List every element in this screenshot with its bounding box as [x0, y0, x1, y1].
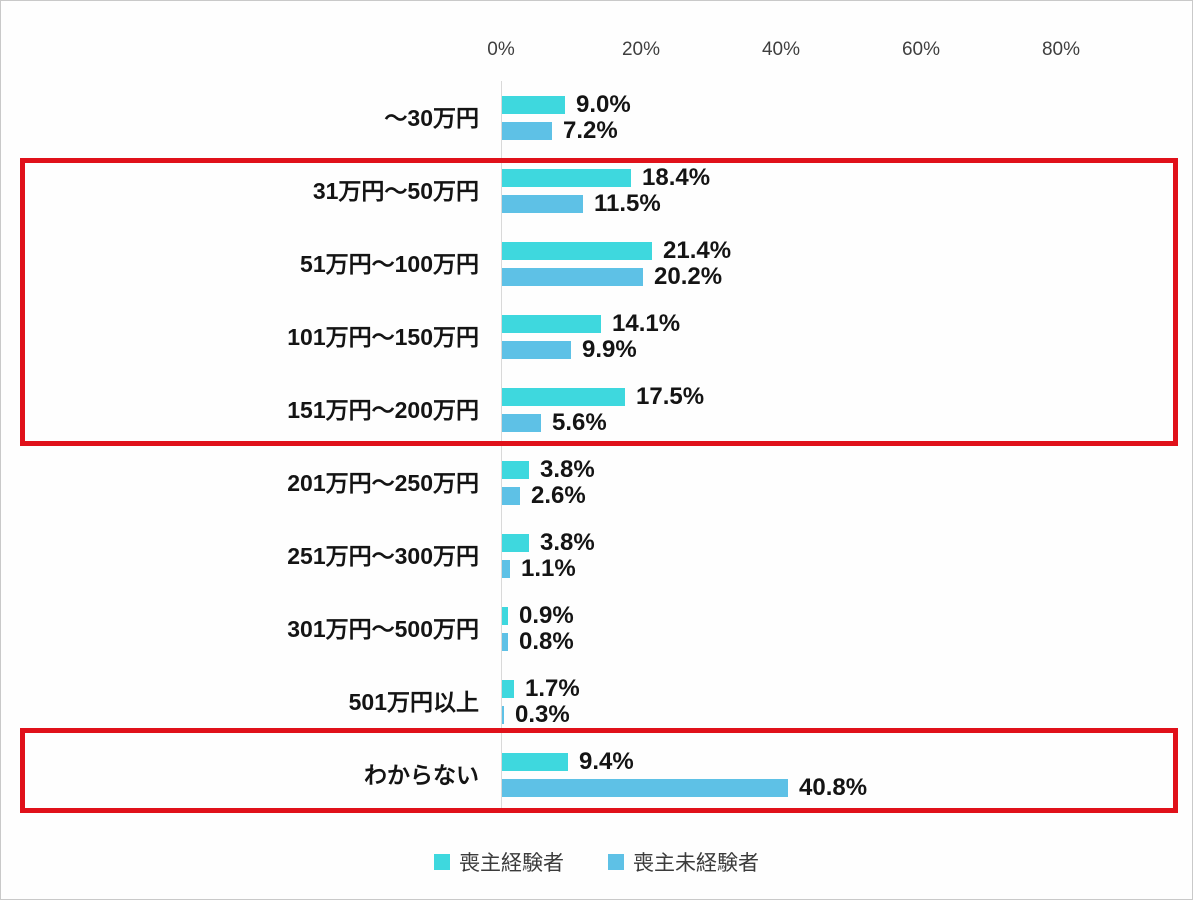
bar-series-0 [502, 753, 568, 771]
value-label: 40.8% [799, 774, 868, 801]
chart-row: 201万円～250万円 3.8% 2.6% [1, 447, 1192, 520]
chart-row: 501万円以上 1.7% 0.3% [1, 666, 1192, 739]
category-label: 51万円～100万円 [300, 251, 479, 277]
value-label: 21.4% [663, 237, 732, 264]
legend-series-label: 喪主未経験者 [633, 852, 759, 875]
bar-series-1 [502, 268, 643, 286]
value-label: 14.1% [612, 310, 681, 337]
x-axis-tick-label: 40% [761, 39, 801, 60]
value-label: 3.8% [540, 456, 595, 483]
value-label: 9.9% [582, 336, 637, 363]
x-axis-tick-label: 60% [901, 39, 941, 60]
bar-series-1 [502, 779, 788, 797]
value-label: 3.8% [540, 529, 595, 556]
bar-series-0 [502, 96, 565, 114]
x-axis-tick-label: 20% [621, 39, 661, 60]
bar-series-0 [502, 461, 529, 479]
legend-color-swatch [434, 854, 450, 870]
chart-row: 51万円～100万円 21.4% 20.2% [1, 228, 1192, 301]
legend: 喪主経験者 喪主未経験者 [1, 844, 1192, 880]
value-label: 2.6% [531, 482, 586, 509]
chart-row: わからない 9.4% 40.8% [1, 739, 1192, 812]
category-label: 31万円～50万円 [312, 178, 479, 204]
value-label: 9.4% [579, 748, 634, 775]
legend-color-swatch [608, 854, 624, 870]
value-label: 0.9% [519, 602, 574, 629]
bar-series-1 [502, 706, 504, 724]
value-label: 0.8% [519, 628, 574, 655]
chart-row: ～30万円 9.0% 7.2% [1, 82, 1192, 155]
legend-item: 喪主未経験者 [608, 847, 759, 877]
value-label: 11.5% [594, 190, 661, 217]
chart-row: 301万円～500万円 0.9% 0.8% [1, 593, 1192, 666]
bar-series-0 [502, 607, 508, 625]
value-label: 18.4% [642, 164, 711, 191]
chart-row: 251万円～300万円 3.8% 1.1% [1, 520, 1192, 593]
highlight-box [20, 158, 1178, 446]
category-label: 501万円以上 [348, 689, 479, 715]
category-label: 151万円～200万円 [287, 397, 479, 423]
bar-series-0 [502, 388, 625, 406]
bar-series-1 [502, 487, 520, 505]
category-label: 301万円～500万円 [287, 616, 479, 642]
value-label: 7.2% [563, 117, 618, 144]
bar-series-1 [502, 341, 571, 359]
bar-series-1 [502, 560, 510, 578]
value-label: 5.6% [552, 409, 607, 436]
value-label: 0.3% [515, 701, 570, 728]
bar-series-0 [502, 534, 529, 552]
chart-row: 151万円～200万円 17.5% 5.6% [1, 374, 1192, 447]
legend-series-label: 喪主経験者 [459, 852, 564, 875]
bar-series-0 [502, 242, 652, 260]
bar-series-0 [502, 169, 631, 187]
bar-series-0 [502, 315, 601, 333]
bar-series-1 [502, 633, 508, 651]
highlight-box [20, 728, 1178, 813]
bar-series-0 [502, 680, 514, 698]
value-label: 1.1% [521, 555, 576, 582]
value-label: 9.0% [576, 91, 631, 118]
chart-row: 31万円～50万円 18.4% 11.5% [1, 155, 1192, 228]
bar-series-1 [502, 414, 541, 432]
legend-item: 喪主経験者 [434, 847, 564, 877]
value-label: 20.2% [654, 263, 723, 290]
bar-series-1 [502, 195, 583, 213]
x-axis-tick-label: 0% [487, 39, 515, 60]
bar-series-1 [502, 122, 552, 140]
category-label: わからない [364, 762, 479, 788]
value-label: 17.5% [636, 383, 705, 410]
category-label: 101万円～150万円 [287, 324, 479, 350]
category-label: ～30万円 [384, 105, 479, 131]
category-label: 201万円～250万円 [287, 470, 479, 496]
x-axis-tick-label: 80% [1041, 39, 1081, 60]
chart-row: 101万円～150万円 14.1% 9.9% [1, 301, 1192, 374]
category-label: 251万円～300万円 [287, 543, 479, 569]
value-label: 1.7% [525, 675, 580, 702]
